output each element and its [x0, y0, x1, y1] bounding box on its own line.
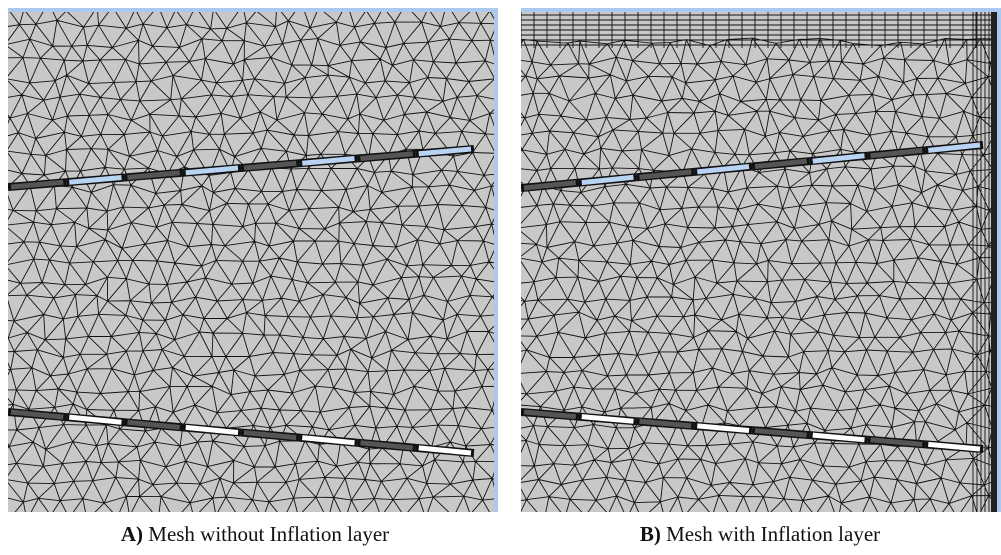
mesh-panel-a [8, 8, 498, 512]
caption-a: A) Mesh without Inflation layer [10, 522, 500, 547]
caption-text: Mesh with Inflation layer [666, 522, 880, 546]
caption-label: B) [640, 522, 661, 546]
mesh-panel-b [521, 8, 1001, 512]
mesh-lines [521, 12, 997, 512]
wall-edge [991, 12, 997, 512]
caption-label: A) [121, 522, 143, 546]
caption-text: Mesh without Inflation layer [148, 522, 389, 546]
caption-b: B) Mesh with Inflation layer [515, 522, 1001, 547]
mesh-a [8, 12, 494, 512]
figure: A) Mesh without Inflation layer B) Mesh … [0, 0, 1001, 555]
mesh-b [521, 12, 997, 512]
